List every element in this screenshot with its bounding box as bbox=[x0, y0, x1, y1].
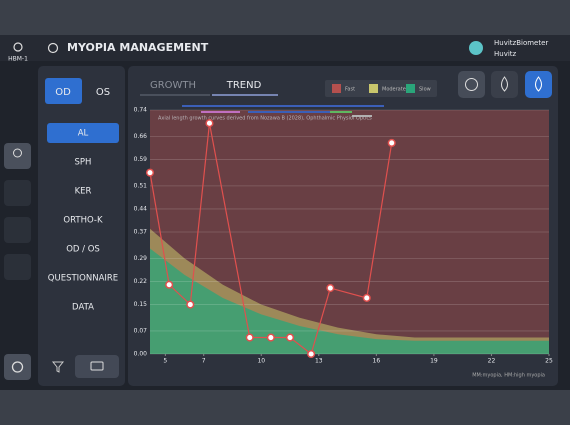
y-tick-label: 0.29 bbox=[134, 255, 148, 262]
y-tick-label: 0.59 bbox=[134, 156, 148, 163]
y-tick-label: 0.07 bbox=[134, 327, 148, 334]
menu-item[interactable]: DATA bbox=[72, 303, 94, 313]
y-tick-label: 0.15 bbox=[134, 301, 148, 308]
patient-icon bbox=[13, 148, 22, 158]
x-tick-label: 10 bbox=[257, 358, 265, 365]
x-tick-label: 13 bbox=[315, 358, 323, 365]
legend-items: Fast Moderate Slow bbox=[332, 84, 431, 93]
x-tick-label: 19 bbox=[430, 358, 438, 365]
plot: 0.00 0.07 0.15 0.22 0.29 0.37 0.44 0.51 0.59 0.66… bbox=[134, 105, 553, 379]
settings-icon bbox=[11, 361, 24, 373]
chart-note: Axial length growth curves derived from … bbox=[158, 116, 372, 122]
settings-chart-button[interactable] bbox=[458, 71, 485, 98]
y-tick-label: 0.22 bbox=[134, 278, 148, 285]
os-tab-label[interactable]: OS bbox=[96, 87, 110, 98]
growth-tab[interactable]: GROWTH bbox=[150, 80, 196, 91]
data-point bbox=[266, 333, 275, 342]
footnote: MM:myopia, HM:high myopia bbox=[472, 373, 545, 379]
filter-button[interactable] bbox=[51, 361, 65, 373]
y-tick-label: 0.00 bbox=[134, 351, 148, 358]
app-title: MYOPIA MANAGEMENT bbox=[67, 41, 209, 54]
side-panel bbox=[38, 66, 125, 386]
gear-icon bbox=[465, 78, 478, 91]
legend-swatch bbox=[406, 84, 415, 93]
user-name: HuvitzBiometer bbox=[494, 39, 548, 47]
device-name: HBM-1 bbox=[8, 56, 28, 63]
nav-reports[interactable] bbox=[4, 254, 31, 280]
y-tick-label: 0.66 bbox=[134, 133, 148, 140]
nav-eye[interactable] bbox=[4, 180, 31, 206]
data-point bbox=[285, 333, 295, 342]
data-point bbox=[362, 293, 371, 302]
data-point bbox=[245, 333, 254, 342]
data-point bbox=[387, 138, 396, 148]
back-button[interactable] bbox=[47, 42, 59, 54]
y-tick-label: 0.44 bbox=[134, 205, 148, 212]
add-drop-button[interactable] bbox=[491, 71, 518, 98]
logo-icon bbox=[13, 42, 23, 52]
data-point bbox=[186, 300, 195, 309]
x-tick-label: 16 bbox=[373, 358, 381, 365]
x-tick-label: 5 bbox=[163, 358, 167, 365]
list-drop-button[interactable] bbox=[525, 71, 552, 98]
y-tick-label: 0.51 bbox=[134, 182, 148, 189]
x-tick-label: 25 bbox=[545, 358, 553, 365]
y-tick-label: 0.74 bbox=[134, 107, 148, 114]
menu: AL SPH KER ORTHO-K OD / OS QUESTIONNAIRE DATA bbox=[48, 129, 118, 313]
menu-item[interactable]: ORTHO-K bbox=[63, 216, 103, 226]
legend-label: Moderate bbox=[382, 87, 406, 93]
data-point bbox=[145, 168, 155, 177]
data-point bbox=[326, 284, 335, 293]
od-tab[interactable] bbox=[45, 78, 82, 104]
od-tab-label: OD bbox=[55, 87, 71, 98]
print-button[interactable] bbox=[75, 355, 119, 378]
drop-icon bbox=[535, 76, 542, 92]
x-tick-label: 7 bbox=[202, 358, 206, 365]
legend-label: Slow bbox=[419, 87, 431, 93]
menu-item[interactable]: KER bbox=[75, 187, 92, 197]
legend-label: Fast bbox=[345, 87, 355, 93]
nav-tools[interactable] bbox=[4, 217, 31, 243]
user-org: Huvitz bbox=[494, 50, 517, 58]
menu-selected bbox=[47, 123, 119, 143]
legend-swatch bbox=[332, 84, 341, 93]
menu-item[interactable]: SPH bbox=[75, 158, 92, 168]
x-tick-label: 22 bbox=[488, 358, 496, 365]
trend-tab[interactable]: TREND bbox=[226, 80, 262, 91]
y-tick-label: 0.37 bbox=[134, 229, 148, 236]
nav-settings[interactable] bbox=[4, 354, 31, 380]
menu-item[interactable]: OD / OS bbox=[66, 245, 100, 255]
menu-item[interactable]: QUESTIONNAIRE bbox=[48, 274, 118, 284]
menu-item[interactable]: AL bbox=[78, 129, 89, 139]
zone-area bbox=[150, 248, 549, 354]
data-point bbox=[307, 349, 316, 359]
legend-swatch bbox=[369, 84, 378, 93]
nav-patient[interactable] bbox=[4, 143, 31, 169]
print-icon bbox=[90, 361, 104, 371]
user-avatar[interactable] bbox=[469, 41, 483, 55]
data-point bbox=[165, 280, 174, 289]
drop-icon bbox=[501, 76, 508, 92]
data-point bbox=[205, 119, 214, 128]
